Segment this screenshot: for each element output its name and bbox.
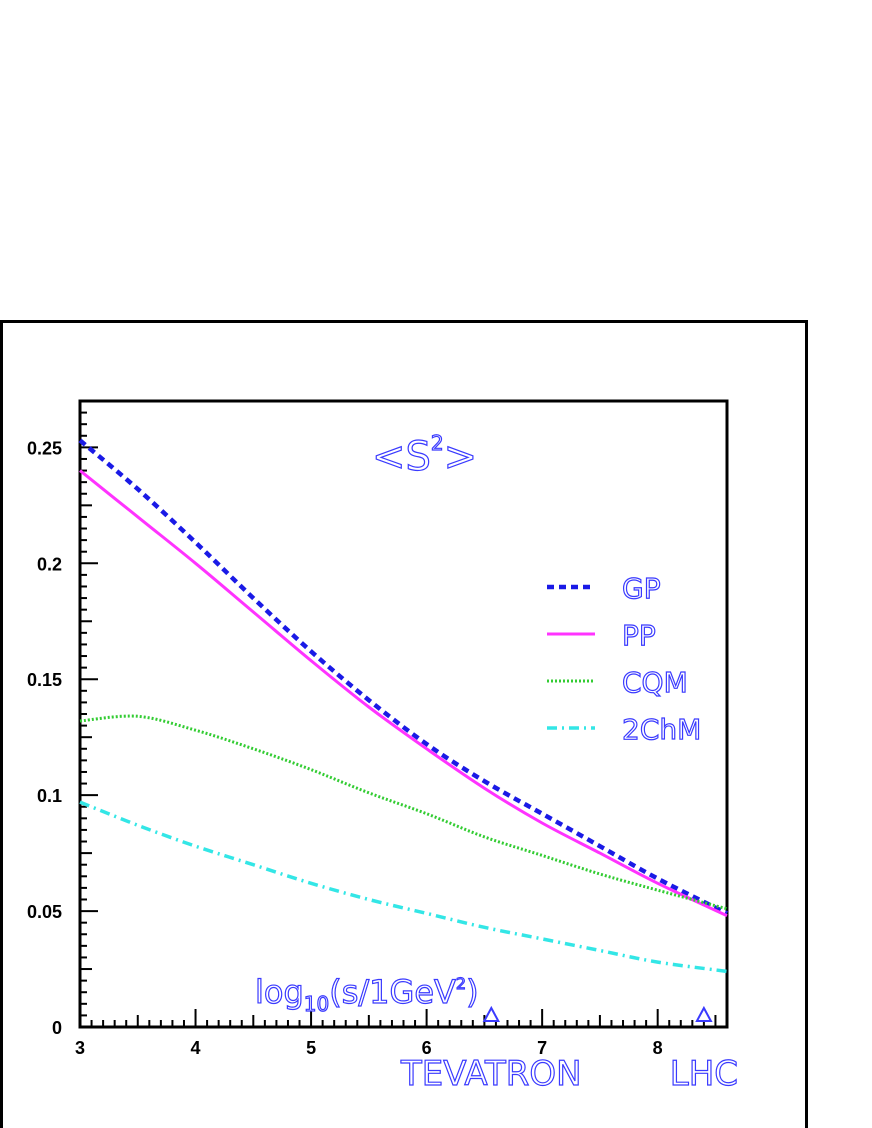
y-tick-label: 0 xyxy=(52,1018,62,1038)
series-line-gp xyxy=(78,438,729,916)
y-tick-label: 0.1 xyxy=(37,786,62,806)
beam-marker-triangle xyxy=(695,1005,713,1022)
beam-marker-label: TEVATRON xyxy=(400,1054,582,1094)
x-tick-label: 6 xyxy=(422,1038,432,1058)
chart-title: <S2> xyxy=(372,431,477,480)
y-tick-label: 0.25 xyxy=(27,438,62,458)
series-line-cqm xyxy=(79,714,728,911)
beam-markers: TEVATRON LHC xyxy=(399,1005,739,1095)
x-tick-label: 3 xyxy=(75,1038,85,1058)
tick-labels: 3 4 5 6 7 8 0 0.05 0.1 0.15 0.2 0.25 xyxy=(27,438,663,1058)
legend-label-gp: GP xyxy=(622,572,661,605)
beam-marker-triangle xyxy=(482,1005,500,1022)
legend: GP PP CQM 2ChM xyxy=(547,571,702,747)
x-tick-label: 7 xyxy=(537,1038,547,1058)
series-line-pp xyxy=(79,469,728,918)
series-lines xyxy=(78,438,729,974)
y-tick-label: 0.2 xyxy=(37,554,62,574)
y-tick-label: 0.05 xyxy=(27,902,62,922)
x-tick-label: 5 xyxy=(306,1038,316,1058)
legend-label-pp: PP xyxy=(622,619,656,652)
beam-marker-label: LHC xyxy=(670,1054,738,1094)
x-tick-label: 8 xyxy=(653,1038,663,1058)
legend-label-cqm: CQM xyxy=(622,666,688,699)
x-axis-label: log10(s/1GeV2) xyxy=(255,973,479,1016)
series-line-2chm xyxy=(79,800,728,974)
x-tick-label: 4 xyxy=(191,1038,201,1058)
legend-label-2chm: 2ChM xyxy=(622,713,701,746)
y-tick-label: 0.15 xyxy=(27,670,62,690)
figure-frame xyxy=(0,320,808,1128)
